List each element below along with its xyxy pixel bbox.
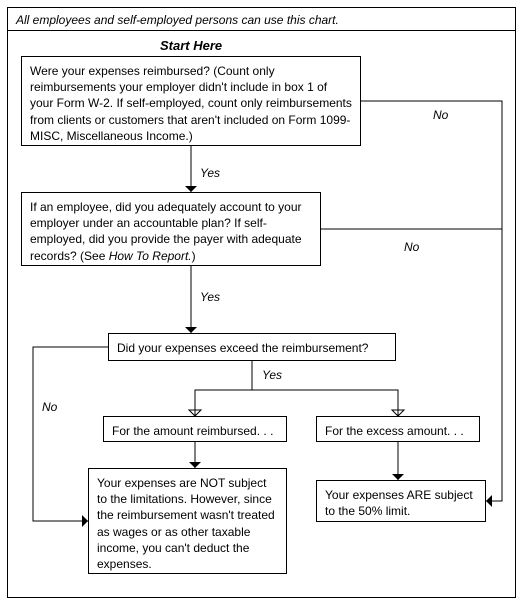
branch-amount-reimbursed-text: For the amount reimbursed. . . (112, 424, 273, 438)
edge-label-yes-3: Yes (262, 368, 282, 382)
outcome-not-subject-text: Your expenses are NOT subject to the lim… (97, 476, 275, 571)
start-here-label: Start Here (160, 38, 222, 53)
edge-label-yes-1: Yes (200, 166, 220, 180)
edge-label-no-3: No (42, 400, 57, 414)
outcome-subject-50: Your expenses ARE subject to the 50% lim… (316, 480, 486, 522)
chart-header-text: All employees and self-employed persons … (16, 13, 339, 27)
q2-ital: How To Report. (109, 249, 192, 263)
question-reimbursed-text: Were your expenses reimbursed? (Count on… (30, 64, 352, 143)
question-reimbursed: Were your expenses reimbursed? (Count on… (21, 56, 361, 146)
flowchart-canvas: All employees and self-employed persons … (0, 0, 523, 605)
q2-post: ) (192, 249, 196, 263)
branch-excess-amount: For the excess amount. . . (316, 416, 480, 442)
question-exceed-text: Did your expenses exceed the reimburseme… (117, 341, 368, 355)
branch-amount-reimbursed: For the amount reimbursed. . . (103, 416, 287, 442)
edge-label-no-2: No (404, 240, 419, 254)
chart-header: All employees and self-employed persons … (7, 7, 516, 31)
question-accountable-plan: If an employee, did you adequately accou… (21, 192, 321, 266)
branch-excess-amount-text: For the excess amount. . . (325, 424, 464, 438)
edge-label-yes-2: Yes (200, 290, 220, 304)
outcome-subject-50-text: Your expenses ARE subject to the 50% lim… (325, 488, 473, 518)
outcome-not-subject: Your expenses are NOT subject to the lim… (88, 468, 287, 574)
question-exceed: Did your expenses exceed the reimburseme… (108, 333, 396, 361)
edge-label-no-1: No (433, 108, 448, 122)
